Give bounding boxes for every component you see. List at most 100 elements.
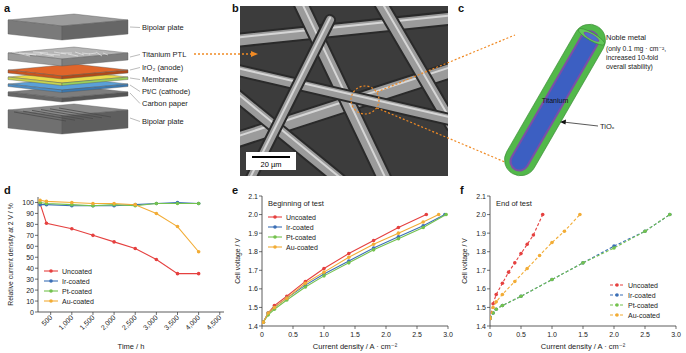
series-line — [490, 215, 543, 319]
y-tick-label: 2.1 — [248, 193, 258, 200]
legend-marker — [49, 299, 53, 303]
y-tick-label: 1.7 — [248, 267, 258, 274]
y-tick — [35, 312, 38, 313]
series-marker — [643, 229, 647, 233]
fiber-end-oxide — [582, 30, 600, 43]
plot-area — [38, 198, 200, 275]
layer-label: Carbon paper — [142, 99, 188, 108]
y-tick-label: 1.5 — [476, 304, 486, 311]
x-tick-label: 4,000 — [184, 314, 201, 331]
x-axis — [38, 312, 224, 313]
series-marker — [490, 317, 492, 321]
y-tick — [487, 288, 490, 289]
ptl-fiber — [103, 53, 108, 55]
chart-title: Beginning of test — [268, 199, 325, 208]
y-tick — [35, 246, 38, 247]
series-marker — [266, 311, 270, 315]
x-tick-label: 1.5 — [578, 331, 588, 338]
layer-side — [62, 20, 128, 40]
layer-side — [62, 92, 128, 102]
y-tick-label: 2.0 — [248, 211, 258, 218]
fiber-end — [577, 26, 607, 48]
y-tick — [487, 307, 490, 308]
series-marker — [197, 272, 201, 276]
y-tick-label: 1.4 — [476, 323, 486, 330]
y-tick — [487, 326, 490, 327]
series-line — [263, 215, 438, 323]
series-line — [490, 215, 670, 319]
sem-image — [240, 6, 448, 176]
series-marker — [112, 202, 116, 206]
fiber-coating — [499, 18, 612, 181]
x-tick-label: 1,500 — [78, 314, 95, 331]
fiber — [240, 18, 448, 40]
coating-note: overall stability) — [606, 63, 653, 71]
series-marker — [397, 226, 401, 230]
y-tick — [259, 270, 262, 271]
ptl-fiber — [96, 52, 102, 56]
series-marker — [45, 200, 49, 204]
y-tick-label: 1.9 — [476, 230, 486, 237]
y-tick-label: 100 — [22, 199, 34, 206]
y-tick — [259, 214, 262, 215]
fiber-oxide — [506, 27, 603, 176]
x-tick-label: 1.0 — [547, 331, 557, 338]
leader-line — [130, 93, 140, 104]
y-tick-label: 50 — [26, 254, 34, 261]
coated-fiber — [499, 18, 612, 181]
x-tick — [262, 326, 263, 329]
x-tick-label: 0.5 — [288, 331, 298, 338]
y-tick — [487, 214, 490, 215]
x-axis-label: Time / h — [118, 342, 145, 351]
ptl-fiber — [75, 52, 84, 55]
x-tick-label: 1.0 — [319, 331, 329, 338]
chart: 00.51.01.52.02.53.01.41.51.61.71.81.92.0… — [461, 193, 681, 352]
y-tick-label: 2.1 — [476, 193, 486, 200]
series-marker — [197, 202, 201, 206]
y-tick-label: 1.9 — [248, 230, 258, 237]
series-marker — [347, 252, 351, 256]
ptl-fiber — [61, 53, 72, 54]
series-marker — [176, 202, 180, 206]
leader-line — [130, 85, 140, 92]
y-tick-label: 1.6 — [248, 285, 258, 292]
series-marker — [519, 294, 523, 298]
y-tick — [35, 301, 38, 302]
legend-label: Ir-coated — [286, 224, 314, 231]
panel-letter: f — [460, 184, 464, 196]
legend-label: Ir-coated — [628, 292, 656, 299]
series-marker — [266, 311, 270, 315]
series-marker — [112, 240, 116, 244]
core-label: Titanium — [542, 97, 569, 104]
coating-note: (only 0.1 mg · cm⁻², — [606, 45, 666, 53]
layer-label: IrO₂ (anode) — [142, 63, 184, 72]
y-tick — [35, 268, 38, 269]
layer-label: Pt/C (cathode) — [142, 87, 191, 96]
legend: UncoatedIr-coatedPt-coatedAu-coated — [44, 268, 94, 305]
y-tick-label: 40 — [26, 265, 34, 272]
series-marker — [133, 203, 137, 207]
flow-channel — [41, 110, 93, 119]
y-tick — [35, 290, 38, 291]
chart: 00.51.01.52.02.53.01.41.51.61.71.81.92.0… — [234, 193, 453, 352]
series-marker — [91, 234, 95, 238]
x-tick — [135, 312, 136, 315]
x-tick — [676, 326, 677, 329]
legend-marker — [615, 313, 619, 317]
x-tick-label: 0 — [488, 331, 492, 338]
layer-side — [62, 110, 128, 134]
series-marker — [491, 306, 495, 310]
y-tick-label: 1.7 — [476, 267, 486, 274]
zoom-arrowhead — [251, 51, 258, 57]
legend-marker — [273, 225, 277, 229]
series-marker — [273, 306, 277, 310]
series-marker — [490, 317, 492, 321]
x-tick — [293, 326, 294, 329]
series-marker — [133, 203, 137, 207]
y-tick-label: 1.6 — [476, 285, 486, 292]
series-marker — [581, 261, 585, 265]
leader-line — [130, 27, 140, 29]
x-tick-label: 3.0 — [443, 331, 453, 338]
x-tick-label: 2.0 — [609, 331, 619, 338]
series-marker — [45, 221, 49, 225]
